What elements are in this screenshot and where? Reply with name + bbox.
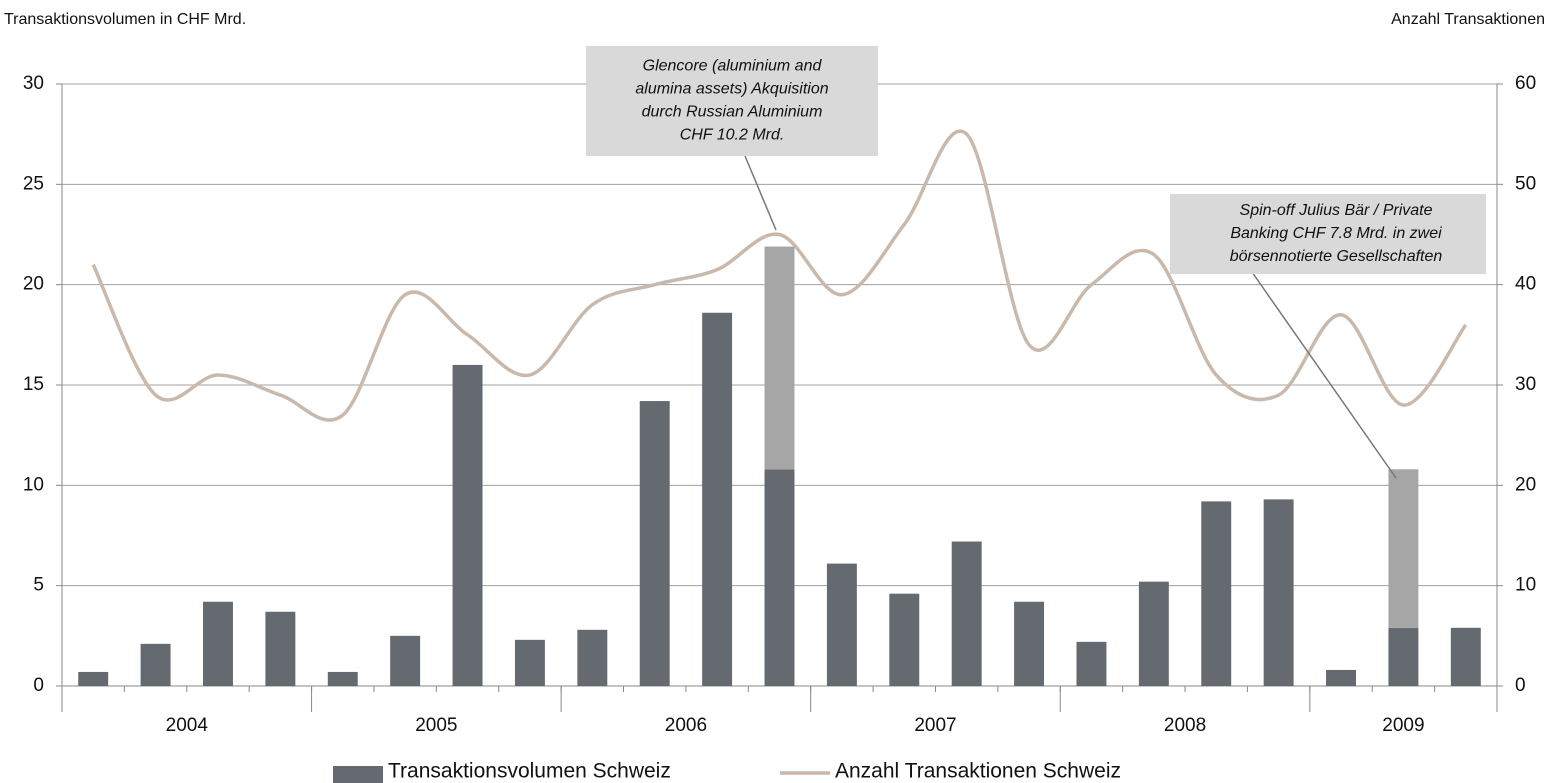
bar (889, 593, 920, 686)
bar (1138, 581, 1169, 686)
annotation-arrow (744, 155, 777, 231)
y-tick-label: 25 (23, 173, 44, 194)
y-tick-label: 10 (23, 474, 44, 495)
annotation-text: CHF 10.2 Mrd. (680, 127, 785, 144)
bar (577, 629, 608, 686)
bar (764, 469, 795, 686)
y2-tick-label: 0 (1515, 675, 1526, 696)
y2-tick-label: 50 (1515, 173, 1536, 194)
x-tick-label: 2007 (914, 715, 956, 736)
bar (702, 312, 733, 686)
legend-label: Anzahl Transaktionen Schweiz (835, 760, 1121, 783)
bar (390, 635, 421, 686)
bar (1076, 641, 1107, 686)
bar (265, 611, 296, 686)
annotation-text: Glencore (aluminium and (643, 58, 823, 75)
bar (639, 401, 670, 686)
y2-tick-label: 20 (1515, 474, 1536, 495)
annotation-text: Banking CHF 7.8 Mrd. in zwei (1230, 225, 1442, 242)
y-tick-label: 30 (23, 73, 44, 94)
bar (1388, 469, 1419, 628)
x-tick-label: 2006 (665, 715, 707, 736)
annotation-text: alumina assets) Akquisition (635, 81, 828, 98)
y2-tick-label: 10 (1515, 575, 1536, 596)
y-tick-label: 0 (33, 675, 44, 696)
bar (1326, 669, 1356, 686)
bar (826, 563, 857, 686)
x-tick-label: 2005 (415, 715, 457, 736)
annotation-arrow (1244, 261, 1397, 479)
bar (764, 246, 795, 470)
annotation-text: durch Russian Aluminium (642, 104, 823, 121)
bar (951, 541, 982, 686)
y-tick-label: 15 (23, 374, 44, 395)
bar (1201, 501, 1232, 686)
bar (452, 364, 483, 686)
annotation-text: börsennotierte Gesellschaften (1230, 248, 1443, 265)
x-tick-label: 2004 (166, 715, 209, 736)
bar (1263, 499, 1294, 686)
bar (203, 601, 233, 686)
legend-label: Transaktionsvolumen Schweiz (388, 760, 671, 783)
bar (1388, 627, 1419, 686)
y2-tick-label: 30 (1515, 374, 1536, 395)
y2-tick-label: 40 (1515, 274, 1536, 295)
x-tick-label: 2009 (1382, 715, 1424, 736)
legend-swatch (333, 766, 383, 783)
line (91, 129, 1468, 422)
bar (1014, 601, 1045, 686)
x-tick-label: 2008 (1164, 715, 1206, 736)
bar (514, 639, 545, 686)
y2-tick-label: 60 (1515, 73, 1536, 94)
bar (140, 643, 171, 686)
bar (1450, 627, 1481, 686)
y-tick-label: 20 (23, 274, 44, 295)
bar (327, 671, 358, 686)
y-axis-title: Transaktionsvolumen in CHF Mrd. (4, 11, 246, 28)
y2-axis-title: Anzahl Transaktionen (1391, 11, 1545, 28)
bar (78, 671, 109, 686)
y-tick-label: 5 (33, 575, 44, 596)
annotation-text: Spin-off Julius Bär / Private (1240, 202, 1433, 219)
annotation-box (1170, 194, 1486, 274)
annotation-box (586, 46, 878, 156)
